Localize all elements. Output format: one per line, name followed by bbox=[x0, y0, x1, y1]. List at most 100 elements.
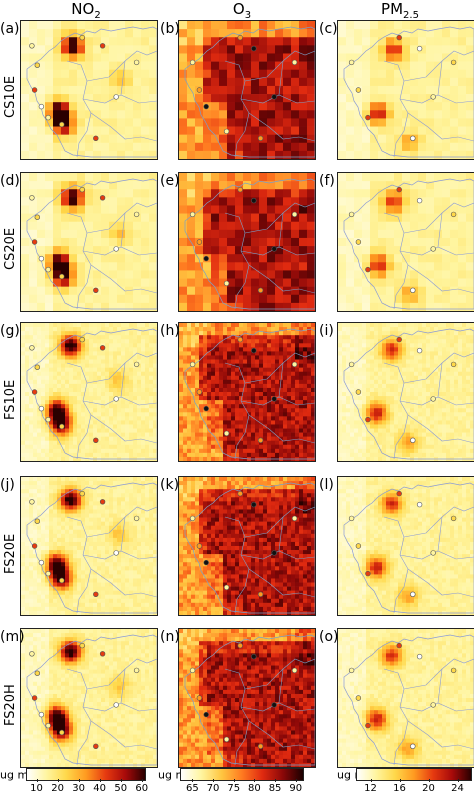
heatmap-cell bbox=[307, 246, 315, 255]
heatmap-cell bbox=[133, 424, 138, 429]
heatmap-cell bbox=[179, 142, 188, 152]
heatmap-cell bbox=[354, 142, 363, 152]
heatmap-cell bbox=[37, 440, 42, 446]
heatmap-cell bbox=[370, 173, 379, 182]
heatmap-cell bbox=[235, 189, 244, 198]
heatmap-cell bbox=[29, 150, 38, 159]
heatmap-cell bbox=[215, 355, 220, 360]
heatmap-cell bbox=[81, 412, 86, 417]
heatmap-cell bbox=[45, 335, 50, 340]
heatmap-cell bbox=[29, 416, 34, 421]
heatmap-cell bbox=[299, 254, 308, 263]
heatmap-cell bbox=[239, 371, 244, 377]
heatmap-cell bbox=[303, 367, 308, 373]
heatmap-cell bbox=[61, 408, 66, 413]
heatmap-cell bbox=[133, 69, 142, 79]
heatmap-cell bbox=[386, 371, 391, 377]
heatmap-cell bbox=[267, 416, 272, 421]
heatmap-cell bbox=[183, 367, 188, 373]
heatmap-cell bbox=[362, 363, 367, 368]
heatmap-cell bbox=[378, 69, 387, 79]
heatmap-cell bbox=[49, 387, 54, 393]
heatmap-cell bbox=[402, 404, 407, 409]
heatmap-cell bbox=[275, 339, 280, 344]
heatmap-cell bbox=[203, 363, 208, 368]
heatmap-cell bbox=[458, 126, 467, 135]
heatmap-cell bbox=[271, 420, 276, 425]
heatmap-cell bbox=[243, 102, 252, 111]
heatmap-cell bbox=[53, 173, 62, 182]
region-border bbox=[86, 352, 157, 384]
heatmap-cell bbox=[458, 363, 463, 368]
heatmap-cell bbox=[179, 355, 184, 360]
heatmap-cell bbox=[259, 343, 264, 348]
heatmap-cell bbox=[251, 420, 256, 425]
heatmap-cell bbox=[307, 383, 312, 389]
heatmap-cell bbox=[179, 53, 188, 62]
heatmap-cell bbox=[125, 294, 134, 304]
heatmap-cell bbox=[271, 327, 276, 332]
heatmap-cell bbox=[362, 205, 371, 214]
heatmap-cell bbox=[187, 420, 192, 425]
heatmap-cell bbox=[45, 53, 54, 62]
heatmap-cell bbox=[247, 432, 252, 437]
heatmap-cell bbox=[386, 396, 391, 401]
heatmap-cell bbox=[121, 355, 126, 360]
heatmap-cell bbox=[77, 408, 82, 413]
heatmap-cell bbox=[133, 400, 138, 405]
heatmap-cell bbox=[430, 408, 435, 413]
heatmap-cell bbox=[366, 387, 371, 393]
heatmap-cell bbox=[149, 294, 157, 304]
heatmap-cell bbox=[133, 331, 138, 336]
heatmap-cell bbox=[450, 343, 455, 348]
heatmap-cell bbox=[410, 118, 419, 127]
heatmap-cell bbox=[45, 21, 54, 30]
heatmap-cell bbox=[283, 359, 288, 364]
heatmap-cell bbox=[25, 327, 30, 332]
heatmap-cell bbox=[191, 412, 196, 417]
heatmap-cell bbox=[199, 343, 204, 348]
heatmap-cell bbox=[307, 335, 312, 340]
heatmap-cell bbox=[410, 387, 415, 393]
heatmap-cell bbox=[203, 237, 212, 247]
heatmap-cell bbox=[386, 61, 395, 71]
heatmap-cell bbox=[219, 213, 228, 223]
heatmap-cell bbox=[231, 367, 236, 373]
heatmap-cell bbox=[195, 347, 200, 352]
heatmap-cell bbox=[243, 134, 252, 144]
heatmap-cell bbox=[346, 396, 351, 401]
heatmap-cell bbox=[251, 412, 256, 417]
heatmap-cell bbox=[426, 396, 431, 401]
heatmap-cell bbox=[179, 246, 188, 255]
heatmap-cell bbox=[299, 61, 308, 71]
heatmap-cell bbox=[29, 94, 38, 103]
heatmap-cell bbox=[366, 412, 371, 417]
heatmap-cell bbox=[223, 331, 228, 336]
heatmap-cell bbox=[153, 379, 157, 385]
heatmap-cell bbox=[374, 379, 379, 385]
heatmap-cell bbox=[223, 428, 228, 433]
heatmap-cell bbox=[299, 343, 304, 348]
heatmap-cell bbox=[141, 432, 146, 437]
station-marker bbox=[189, 211, 196, 218]
heatmap-cell bbox=[133, 420, 138, 425]
heatmap-cell bbox=[358, 355, 363, 360]
heatmap-cell bbox=[195, 412, 200, 417]
heatmap-cell bbox=[195, 416, 200, 421]
heatmap-cell bbox=[450, 246, 459, 255]
heatmap-cell bbox=[211, 383, 216, 389]
heatmap-cell bbox=[77, 383, 82, 389]
heatmap-cell bbox=[311, 367, 315, 373]
heatmap-cell bbox=[215, 371, 220, 377]
station-marker bbox=[99, 195, 106, 201]
heatmap-cell bbox=[133, 343, 138, 348]
heatmap-cell bbox=[93, 254, 102, 263]
heatmap-cell bbox=[386, 347, 391, 352]
heatmap-cell bbox=[338, 331, 343, 336]
heatmap-cell bbox=[410, 351, 415, 356]
heatmap-cell bbox=[295, 355, 300, 360]
heatmap-cell bbox=[259, 400, 264, 405]
heatmap-cell bbox=[133, 404, 138, 409]
heatmap-cell bbox=[235, 424, 240, 429]
heatmap-cell bbox=[227, 134, 236, 144]
